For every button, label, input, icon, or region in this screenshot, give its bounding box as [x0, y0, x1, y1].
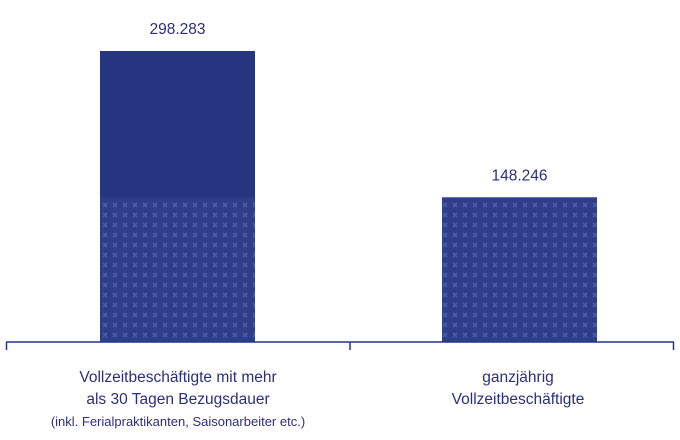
category-label-vollzeit-30-tage: Vollzeitbeschäftigte mit mehr als 30 Tag…	[0, 367, 356, 433]
category-label-ganzjaehrig: ganzjährig Vollzeitbeschäftigte	[418, 367, 618, 411]
category-label-line: ganzjährig	[482, 369, 554, 386]
category-label-line: als 30 Tagen Bezugsdauer	[86, 391, 270, 408]
value-label-vollzeit-30-tage: 298.283	[149, 21, 205, 38]
bar-vollzeit-30-tage-pattern	[100, 197, 255, 342]
value-label-ganzjaehrig: 148.246	[491, 167, 547, 184]
category-label-line: Vollzeitbeschäftigte	[451, 391, 585, 408]
bar-ganzjaehrig-pattern	[442, 197, 597, 342]
category-label-note: (inkl. Ferialpraktikanten, Saisonarbeite…	[50, 414, 306, 429]
category-label-line: Vollzeitbeschäftigte mit mehr	[79, 369, 277, 386]
